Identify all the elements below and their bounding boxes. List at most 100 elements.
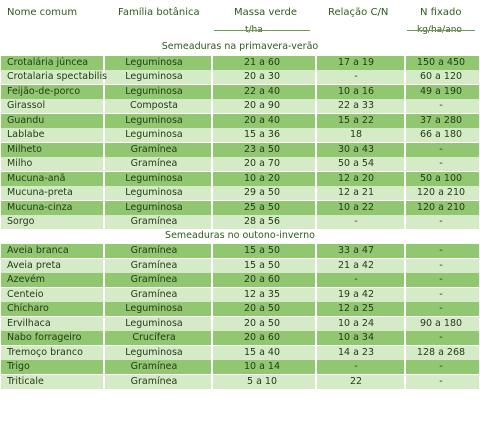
cell-n: - [439,100,443,111]
cell-mass: 20 a 50 [243,303,281,314]
cell-name: Ervilhaca [7,317,51,329]
table-row: Centeio Gramínea 12 a 35 19 a 42 - [0,287,480,302]
cell-name: Aveia preta [7,259,62,271]
table-row: Milho Gramínea 20 a 70 50 a 54 - [0,157,480,171]
header-family: Família botânica [118,7,200,18]
table-row: Aveia branca Gramínea 15 a 50 33 a 47 - [0,244,480,258]
cell-mass: 20 a 30 [243,71,281,82]
table-row: Triticale Gramínea 5 a 10 22 - [0,374,480,389]
cell-n: 49 a 190 [419,85,463,97]
cell-n: 66 a 180 [419,129,463,140]
cell-family: Gramínea [130,143,178,155]
cell-name: Crotalária júncea [7,56,89,68]
cell-cn: 50 a 54 [337,158,375,169]
cell-family: Leguminosa [125,129,183,140]
header-underline-mass [214,30,310,31]
section-title: Semeaduras na primavera-verão [161,41,319,52]
table-row: Aveia preta Gramínea 15 a 50 21 a 42 - [0,258,480,273]
cell-mass: 20 a 50 [243,317,281,329]
cell-family: Leguminosa [125,317,183,329]
cell-cn: - [354,361,358,372]
cell-family: Leguminosa [125,303,183,314]
cell-name: Tremoço branco [7,346,83,358]
cell-family: Gramínea [130,158,178,169]
table-row: Ervilhaca Leguminosa 20 a 50 10 a 24 90 a 18… [0,316,480,331]
section-title: Semeaduras no outono-inverno [165,229,315,241]
cell-family: Leguminosa [125,346,183,358]
cell-family: Gramínea [130,375,178,387]
cell-cn: - [354,71,358,82]
cell-mass: 21 a 60 [243,56,281,68]
cell-cn: 18 [349,129,363,140]
cell-family: Leguminosa [125,56,183,68]
cell-cn: 15 a 22 [337,114,375,126]
cell-mass: 20 a 70 [243,158,281,169]
table-row: Feijão-de-porco Leguminosa 22 a 40 10 a 16 4… [0,84,480,99]
header-n: N fixado [420,7,462,18]
cell-mass: 29 a 50 [243,187,281,198]
table-row: Milheto Gramínea 23 a 50 30 a 43 - [0,142,480,157]
cell-name: Guandu [7,114,45,126]
cell-mass: 5 a 10 [247,375,277,387]
cell-name: Azevém [7,274,46,285]
cell-cn: 22 a 33 [337,100,375,111]
cell-family: Gramínea [130,259,178,271]
cell-family: Leguminosa [125,201,183,213]
cell-mass: 28 a 56 [243,216,281,227]
cell-name: Chícharo [7,303,49,314]
cell-mass: 20 a 90 [243,100,281,111]
cell-name: Nabo forrageiro [7,332,82,343]
table-row: Tremoço branco Leguminosa 15 a 40 14 a 23 12… [0,345,480,360]
cell-n: 120 a 210 [416,201,466,213]
cell-n: - [439,303,443,314]
cell-name: Aveia branca [7,245,69,256]
cell-name: Lablabe [7,129,45,140]
cell-n: - [439,375,443,387]
cell-family: Leguminosa [125,187,183,198]
cell-mass: 15 a 40 [243,346,281,358]
cell-name: Centeio [7,288,44,300]
cell-mass: 20 a 60 [243,332,281,343]
cell-mass: 25 a 50 [243,201,281,213]
cell-family: Gramínea [130,361,178,372]
table-row: Chícharo Leguminosa 20 a 50 12 a 25 - [0,302,480,316]
cell-name: Mucuna-cinza [7,201,73,213]
cell-cn: - [354,216,358,227]
cell-family: Composta [129,100,179,111]
cell-family: Gramínea [130,288,178,300]
cell-mass: 20 a 40 [243,114,281,126]
cell-n: 150 a 450 [416,56,466,68]
cell-n: - [439,158,443,169]
table-row: Azevém Gramínea 20 a 60 - - [0,273,480,287]
cell-n: - [439,288,443,300]
cell-family: Leguminosa [125,172,183,184]
cell-n: 128 a 268 [416,346,466,358]
cell-mass: 15 a 50 [243,245,281,256]
header-name: Nome comum [7,7,78,18]
cell-cn: 12 a 25 [337,303,375,314]
cell-cn: 12 a 21 [337,187,375,198]
cell-name: Triticale [7,375,44,387]
cell-cn: 30 a 43 [337,143,375,155]
cell-family: Gramínea [130,216,178,227]
cell-family: Gramínea [130,245,178,256]
cell-name: Sorgo [7,216,35,227]
cell-n: - [439,143,443,155]
cell-mass: 20 a 60 [243,274,281,285]
cell-family: Leguminosa [125,85,183,97]
cell-family: Gramínea [130,274,178,285]
table-row: Trigo Gramínea 10 a 14 - - [0,360,480,374]
cell-name: Milheto [7,143,42,155]
cell-family: Crucífera [132,332,176,343]
cell-cn: 21 a 42 [337,259,375,271]
cell-cn: - [354,274,358,285]
cell-cn: 17 a 19 [337,56,375,68]
cell-n: - [439,332,443,343]
cell-mass: 10 a 14 [243,361,281,372]
cell-name: Mucuna-preta [7,187,73,198]
cell-cn: 19 a 42 [337,288,375,300]
cell-n: 50 a 100 [419,172,463,184]
table-row: Guandu Leguminosa 20 a 40 15 a 22 37 a 280 [0,113,480,128]
cell-n: - [439,274,443,285]
